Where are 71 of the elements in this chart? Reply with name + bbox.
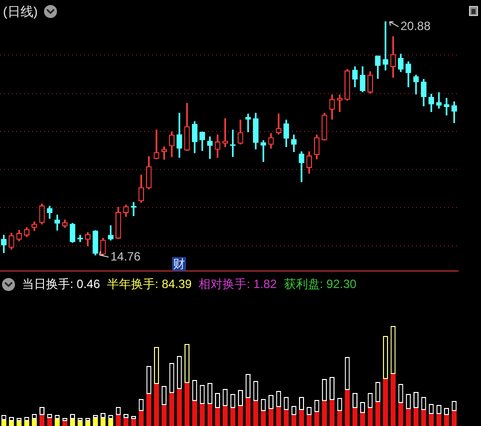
bar — [375, 402, 380, 426]
bar — [32, 419, 37, 426]
candlestick — [154, 130, 160, 160]
bar — [192, 401, 198, 426]
text: 相对换手: 1.82 — [198, 277, 277, 291]
text: 获利盘: 92.30 — [284, 277, 356, 291]
bar — [322, 401, 327, 426]
bar — [246, 398, 251, 426]
bar — [238, 406, 243, 426]
text: 半年换手: 84.39 — [107, 277, 192, 291]
bar — [268, 409, 274, 426]
bar — [39, 415, 44, 426]
bar — [100, 418, 106, 426]
bar — [421, 410, 426, 426]
bar — [390, 374, 396, 426]
bar — [24, 421, 30, 426]
bar — [62, 421, 68, 426]
bar — [47, 418, 52, 426]
bar — [78, 421, 83, 426]
bar — [368, 408, 373, 426]
bar — [162, 405, 167, 426]
bar — [222, 406, 228, 426]
bar — [306, 415, 312, 426]
bar — [444, 415, 450, 426]
bar — [291, 415, 296, 426]
bar — [330, 400, 335, 426]
bar — [207, 404, 212, 426]
annotation: 14.76 — [110, 249, 141, 264]
bar — [314, 412, 320, 426]
bar — [138, 411, 144, 426]
bar — [184, 383, 190, 426]
bar — [154, 384, 159, 426]
bar — [200, 404, 205, 426]
bar — [123, 418, 128, 426]
candlestick — [382, 21, 388, 70]
text: 当日换手: 0.46 — [22, 277, 100, 291]
bar — [360, 413, 366, 426]
bar — [176, 389, 182, 426]
bar — [344, 390, 350, 426]
bar — [108, 419, 114, 426]
bar — [337, 411, 342, 426]
bar — [398, 403, 404, 426]
text: 财 — [172, 257, 186, 271]
bar — [92, 418, 98, 426]
chart-title: (日线) — [3, 4, 38, 19]
bar — [428, 414, 434, 426]
bar — [382, 379, 388, 426]
bar — [85, 421, 90, 426]
bar — [215, 408, 220, 426]
bar — [253, 401, 258, 426]
bar — [352, 408, 358, 426]
bar — [169, 393, 174, 426]
bar — [146, 394, 152, 426]
bar — [406, 409, 411, 426]
bar — [299, 410, 304, 426]
bar — [260, 411, 266, 426]
bar — [1, 420, 6, 426]
bar — [230, 408, 236, 426]
bar — [131, 419, 136, 426]
bar — [276, 407, 282, 426]
bar — [16, 421, 22, 426]
bar — [452, 411, 457, 426]
candlestick — [444, 98, 450, 116]
bar — [116, 415, 121, 426]
bar — [8, 421, 14, 426]
bar — [54, 419, 60, 426]
bar — [414, 408, 419, 426]
bar — [70, 419, 76, 426]
annotation: 20.88 — [400, 19, 431, 34]
bar — [284, 410, 289, 426]
bar — [436, 414, 442, 426]
